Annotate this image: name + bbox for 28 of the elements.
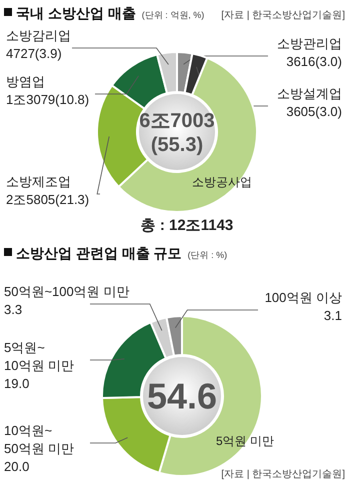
data-label: 3.1 xyxy=(324,308,342,323)
slice-label: 방염업 xyxy=(6,74,45,89)
data-label: 3616(3.0) xyxy=(286,54,342,69)
data-label: 1조3079(10.8) xyxy=(6,92,90,107)
chart-subtitle: (단위 : 억원, %) xyxy=(142,10,204,20)
slice-label: 50억원~100억원 미만 xyxy=(4,284,130,299)
data-label: 19.0 xyxy=(4,376,30,391)
slice-label: 소방제조업 xyxy=(6,174,71,189)
slice-label: 5억원 미만 xyxy=(216,434,274,448)
slice-label: 10억원~50억원 미만 xyxy=(4,423,74,456)
slice-label: 소방설계업 xyxy=(277,86,342,101)
text: 총 : 12조1143 xyxy=(140,217,234,234)
data-label: 54.6 xyxy=(146,376,218,417)
data-label: 2조5805(21.3) xyxy=(6,192,90,207)
text: [자료 | 한국소방산업기술원] xyxy=(221,10,346,21)
data-label: 3605(3.0) xyxy=(286,104,342,119)
slice-label: 소방감리업 xyxy=(6,28,71,43)
chart-title: 소방산업 관련업 매출 규모 xyxy=(16,245,182,261)
chart-subtitle: (단위 : %) xyxy=(188,250,228,260)
data-label: 3.3 xyxy=(4,302,22,317)
data-label: 4727(3.9) xyxy=(6,46,62,61)
slice-label: 100억원 이상 xyxy=(264,290,342,305)
slice-label: 소방관리업 xyxy=(277,36,342,51)
slice-label: 5억원~10억원 미만 xyxy=(4,340,74,373)
chart-title: 국내 소방산업 매출 xyxy=(16,5,136,21)
data-label: 6조7003(55.3) xyxy=(139,110,215,156)
text: [자료 | 한국소방산업기술원] xyxy=(221,469,346,480)
data-label: 20.0 xyxy=(4,459,30,474)
